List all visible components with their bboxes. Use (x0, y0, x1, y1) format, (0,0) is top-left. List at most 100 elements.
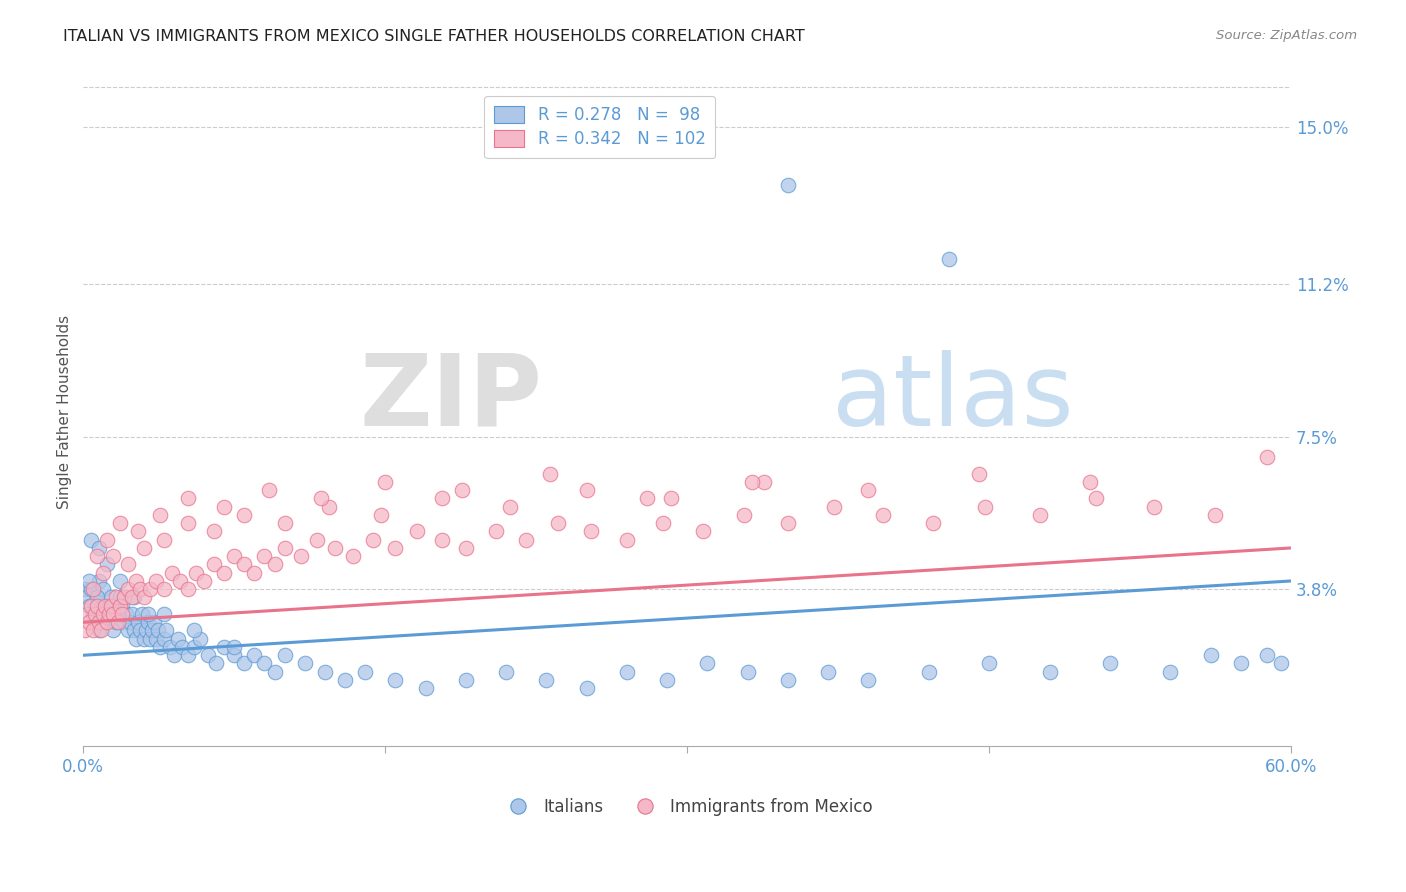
Point (79, 615, 101, 630)
Point (1028, 508, 1050, 522)
Point (938, 252, 960, 266)
Point (536, 673, 558, 687)
Point (817, 665, 839, 679)
Point (273, 648, 295, 663)
Point (138, 582, 160, 597)
Point (110, 607, 132, 621)
Point (153, 533, 176, 547)
Point (82, 582, 104, 597)
Point (692, 524, 714, 539)
Point (86, 591, 108, 605)
Point (128, 582, 150, 597)
Point (145, 632, 167, 646)
Y-axis label: Single Father Households: Single Father Households (58, 315, 72, 508)
Point (918, 665, 941, 679)
Point (122, 624, 145, 638)
Point (84, 615, 107, 630)
Point (86, 549, 108, 564)
Point (193, 574, 215, 588)
Point (103, 624, 125, 638)
Point (575, 681, 598, 696)
Point (257, 483, 280, 498)
Text: Source: ZipAtlas.com: Source: ZipAtlas.com (1216, 29, 1357, 42)
Point (107, 615, 129, 630)
Point (858, 673, 880, 687)
Point (138, 632, 160, 646)
Point (93, 607, 115, 621)
Point (153, 632, 176, 646)
Point (96, 615, 118, 630)
Point (354, 665, 377, 679)
Point (454, 673, 477, 687)
Point (696, 657, 718, 671)
Point (94, 599, 117, 613)
Point (117, 582, 139, 597)
Point (160, 566, 183, 580)
Point (205, 657, 228, 671)
Point (979, 657, 1001, 671)
Point (1204, 508, 1226, 522)
Point (197, 648, 219, 663)
Point (76, 591, 98, 605)
Point (1256, 648, 1278, 663)
Point (547, 516, 569, 531)
Point (80, 533, 103, 547)
Point (485, 524, 508, 539)
Point (89, 615, 111, 630)
Point (652, 516, 675, 531)
Point (132, 591, 155, 605)
Point (575, 483, 598, 498)
Point (117, 558, 139, 572)
Point (737, 665, 759, 679)
Point (538, 467, 561, 481)
Point (212, 566, 235, 580)
Point (776, 516, 799, 531)
Point (858, 483, 880, 498)
Point (121, 607, 143, 621)
Point (273, 541, 295, 555)
Point (121, 591, 143, 605)
Point (90, 607, 112, 621)
Point (752, 475, 775, 489)
Point (93, 599, 115, 613)
Point (127, 524, 149, 539)
Point (290, 549, 312, 564)
Point (135, 624, 157, 638)
Point (233, 657, 256, 671)
Point (96, 599, 118, 613)
Point (1230, 657, 1253, 671)
Point (141, 624, 163, 638)
Point (741, 475, 763, 489)
Point (108, 516, 131, 531)
Legend: Italians, Immigrants from Mexico: Italians, Immigrants from Mexico (495, 791, 880, 822)
Point (224, 648, 246, 663)
Point (655, 673, 678, 687)
Point (177, 582, 200, 597)
Point (118, 615, 141, 630)
Point (263, 665, 285, 679)
Point (114, 607, 136, 621)
Point (384, 541, 406, 555)
Point (636, 491, 658, 506)
Point (107, 607, 129, 621)
Point (136, 615, 159, 630)
Point (98, 607, 121, 621)
Point (294, 657, 316, 671)
Point (495, 665, 517, 679)
Point (212, 500, 235, 514)
Point (112, 591, 135, 605)
Point (103, 607, 125, 621)
Point (212, 640, 235, 654)
Point (117, 624, 139, 638)
Point (86, 599, 108, 613)
Point (124, 574, 146, 588)
Point (93, 582, 115, 597)
Point (1078, 475, 1101, 489)
Point (333, 673, 356, 687)
Point (1039, 665, 1062, 679)
Point (183, 624, 205, 638)
Point (96, 533, 118, 547)
Point (1270, 657, 1292, 671)
Point (454, 541, 477, 555)
Point (132, 541, 155, 555)
